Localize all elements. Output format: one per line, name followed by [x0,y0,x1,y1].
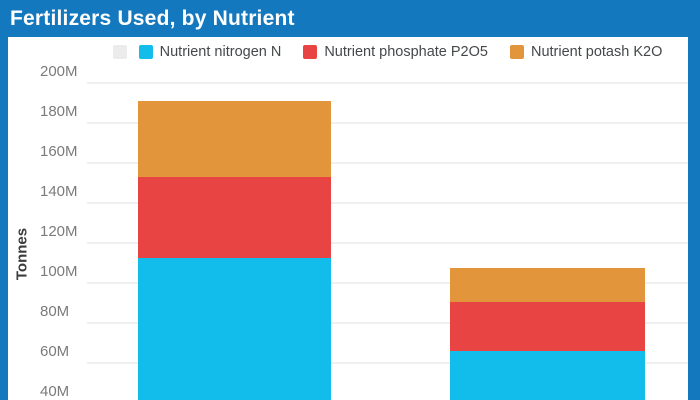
gridline-100M [87,281,688,284]
bar-2-segment-nutrient-phosphate-p2o5[interactable] [450,301,645,351]
y-tick-label-200M: 200M [40,63,78,81]
gridline-160M [87,162,688,165]
frame-right-border [688,37,700,400]
legend-label: Nutrient nitrogen N [159,44,282,60]
y-tick-label-160M: 160M [40,143,78,161]
bar-1-segment-nutrient-potash-k2o[interactable] [138,101,331,178]
chart-title: Fertilizers Used, by Nutrient [10,7,295,30]
gridline-120M [87,242,688,244]
y-tick-label-40M: 40M [40,382,70,400]
y-tick-label-120M: 120M [40,223,78,240]
legend-item-nutrient-potash-k2o[interactable]: Nutrient potash K2O [509,44,663,60]
gridline-200M [87,82,688,85]
legend-item-nutrient-phosphate-p2o5[interactable]: Nutrient phosphate P2O5 [303,44,488,60]
y-tick-label-180M: 180M [40,103,78,121]
bar-1-segment-nutrient-phosphate-p2o5[interactable] [138,177,331,258]
legend-item-nutrient-nitrogen-n[interactable]: Nutrient nitrogen N [138,44,282,60]
legend-label: Nutrient phosphate P2O5 [324,44,488,60]
frame-left-border [0,37,8,400]
gridline-180M [87,122,688,125]
legend: Nutrient nitrogen N Nutrient phosphate P2… [87,44,688,60]
title-bar: Fertilizers Used, by Nutrient [0,0,700,37]
legend-marker-icon [509,45,524,59]
bar-2-segment-nutrient-potash-k2o[interactable] [450,267,645,302]
bar-1-segment-nutrient-nitrogen-n[interactable] [138,257,331,400]
y-tick-label-60M: 60M [40,342,70,360]
y-tick-label-100M: 100M [40,262,78,280]
bar-2-segment-nutrient-nitrogen-n[interactable] [450,350,645,400]
legend-label: Nutrient potash K2O [530,44,663,60]
legend-ghost-marker [112,45,127,59]
y-axis-title: Tonnes [13,227,31,281]
gridline-60M [87,361,688,364]
gridline-140M [87,202,688,205]
legend-marker-icon [138,45,153,59]
gridline-80M [87,321,688,324]
y-tick-label-140M: 140M [40,183,78,201]
y-tick-label-80M: 80M [40,302,70,320]
legend-marker-icon [303,45,318,59]
